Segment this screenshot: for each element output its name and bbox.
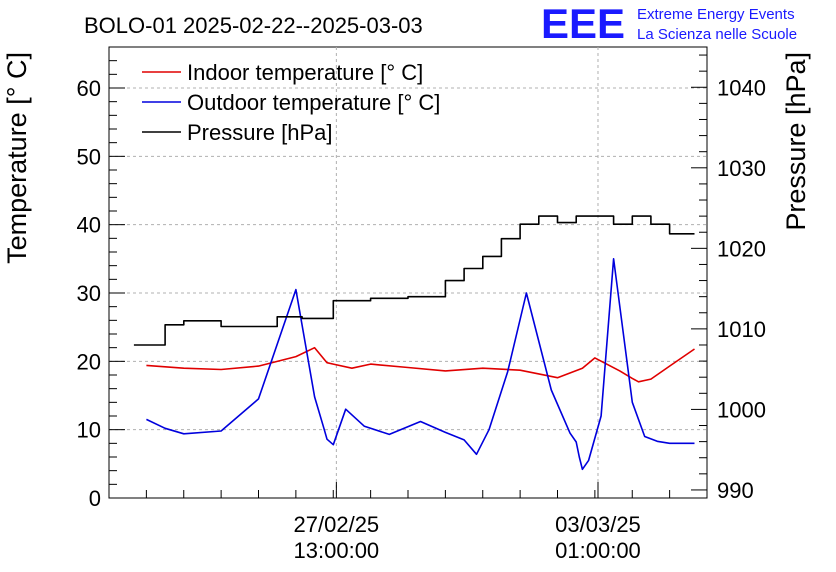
- y2-axis-label: Pressure [hPa]: [781, 52, 811, 231]
- y2-tick-label: 1030: [717, 156, 766, 181]
- y-tick-label: 20: [77, 349, 101, 374]
- legend: Indoor temperature [° C] Outdoor tempera…: [142, 60, 440, 145]
- y-tick-label: 0: [89, 486, 101, 511]
- x-tick-label-date: 03/03/25: [555, 512, 641, 537]
- y-tick-label: 50: [77, 144, 101, 169]
- logo-mark: EEE: [541, 0, 625, 47]
- logo-line2: La Scienza nelle Scuole: [637, 26, 797, 43]
- chart-title: BOLO-01 2025-02-22--2025-03-03: [84, 13, 423, 38]
- legend-label-pressure: Pressure [hPa]: [187, 120, 333, 145]
- y-tick-label: 60: [77, 76, 101, 101]
- series-outdoor-line: [146, 258, 695, 471]
- y2-tick-label: 1010: [717, 317, 766, 342]
- y-tick-label: 30: [77, 281, 101, 306]
- y2-tick-label: 990: [717, 478, 754, 503]
- tick-layer: 01020304050609901000101010201030104027/0…: [77, 46, 766, 563]
- x-tick-label-time: 01:00:00: [555, 538, 641, 563]
- series-pressure-line: [133, 215, 695, 346]
- x-tick-label-date: 27/02/25: [294, 512, 380, 537]
- y2-tick-label: 1000: [717, 397, 766, 422]
- y2-tick-label: 1040: [717, 75, 766, 100]
- y-axis-label: Temperature [° C]: [2, 52, 32, 264]
- legend-label-indoor: Indoor temperature [° C]: [187, 60, 423, 85]
- series-layer: [133, 215, 695, 471]
- grid-layer: [109, 47, 707, 498]
- series-indoor-line: [146, 346, 695, 383]
- legend-label-outdoor: Outdoor temperature [° C]: [187, 90, 440, 115]
- y-tick-label: 40: [77, 213, 101, 238]
- logo-line1: Extreme Energy Events: [637, 6, 795, 23]
- y-tick-label: 10: [77, 418, 101, 443]
- x-tick-label-time: 13:00:00: [294, 538, 380, 563]
- y2-tick-label: 1020: [717, 236, 766, 261]
